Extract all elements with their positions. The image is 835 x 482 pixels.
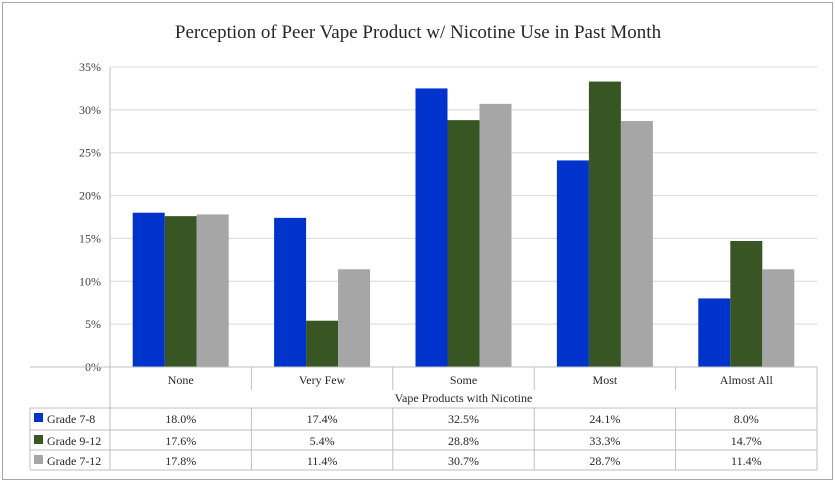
table-value: 18.0%: [165, 412, 196, 426]
table-value: 30.7%: [448, 454, 479, 468]
y-tick-label: 25%: [79, 146, 101, 160]
y-tick-label: 30%: [79, 103, 101, 117]
legend-swatch-2: [34, 435, 43, 444]
table-value: 14.7%: [731, 434, 762, 448]
table-value: 32.5%: [448, 412, 479, 426]
bar-2-2: [306, 320, 339, 367]
bar-2-3: [447, 120, 480, 368]
table-value: 17.4%: [307, 412, 338, 426]
y-tick-label: 10%: [79, 274, 101, 288]
chart-title: Perception of Peer Vape Product w/ Nicot…: [175, 22, 662, 43]
table-value: 33.3%: [589, 434, 620, 448]
bar-2-5: [730, 241, 763, 367]
x-tick-label: Almost All: [720, 373, 774, 387]
bar-1-4: [556, 160, 589, 367]
table-value: 5.4%: [310, 434, 335, 448]
x-tick-label: Very Few: [299, 373, 346, 387]
table-value: 28.8%: [448, 434, 479, 448]
bar-1-2: [274, 217, 307, 367]
legend-swatch-3: [34, 455, 43, 464]
table-value: 17.8%: [165, 454, 196, 468]
bar-1-1: [132, 212, 165, 367]
table-value: 8.0%: [734, 412, 759, 426]
bar-1-5: [698, 298, 731, 367]
y-tick-label: 35%: [79, 60, 101, 74]
legend-label-1: Grade 7-8: [47, 412, 95, 426]
x-tick-label: Some: [450, 373, 477, 387]
x-axis-label: Vape Products with Nicotine: [395, 391, 533, 405]
bar-3-2: [338, 269, 371, 367]
table-value: 11.4%: [731, 454, 762, 468]
bar-2-1: [164, 216, 197, 367]
legend-swatch-1: [34, 413, 43, 422]
y-tick-label: 5%: [85, 317, 101, 331]
bar-3-3: [479, 103, 512, 367]
bar-2-4: [588, 81, 621, 368]
y-tick-label: 15%: [79, 231, 101, 245]
bar-3-5: [762, 269, 795, 367]
plot-area: 0%5%10%15%20%25%30%35%None Very Few Some Mo…: [29, 60, 818, 471]
bar-3-1: [196, 214, 229, 367]
legend-label-2: Grade 9-12: [47, 434, 101, 448]
table-value: 17.6%: [165, 434, 196, 448]
y-tick-label: 20%: [79, 189, 101, 203]
legend-label-3: Grade 7-12: [47, 454, 101, 468]
bar-3-4: [620, 121, 653, 367]
table-value: 24.1%: [589, 412, 620, 426]
table-value: 11.4%: [307, 454, 338, 468]
bar-1-3: [415, 88, 448, 367]
chart: Perception of Peer Vape Product w/ Nicot…: [29, 22, 818, 471]
table-value: 28.7%: [589, 454, 620, 468]
x-tick-label: Most: [593, 373, 618, 387]
x-tick-label: None: [168, 373, 194, 387]
